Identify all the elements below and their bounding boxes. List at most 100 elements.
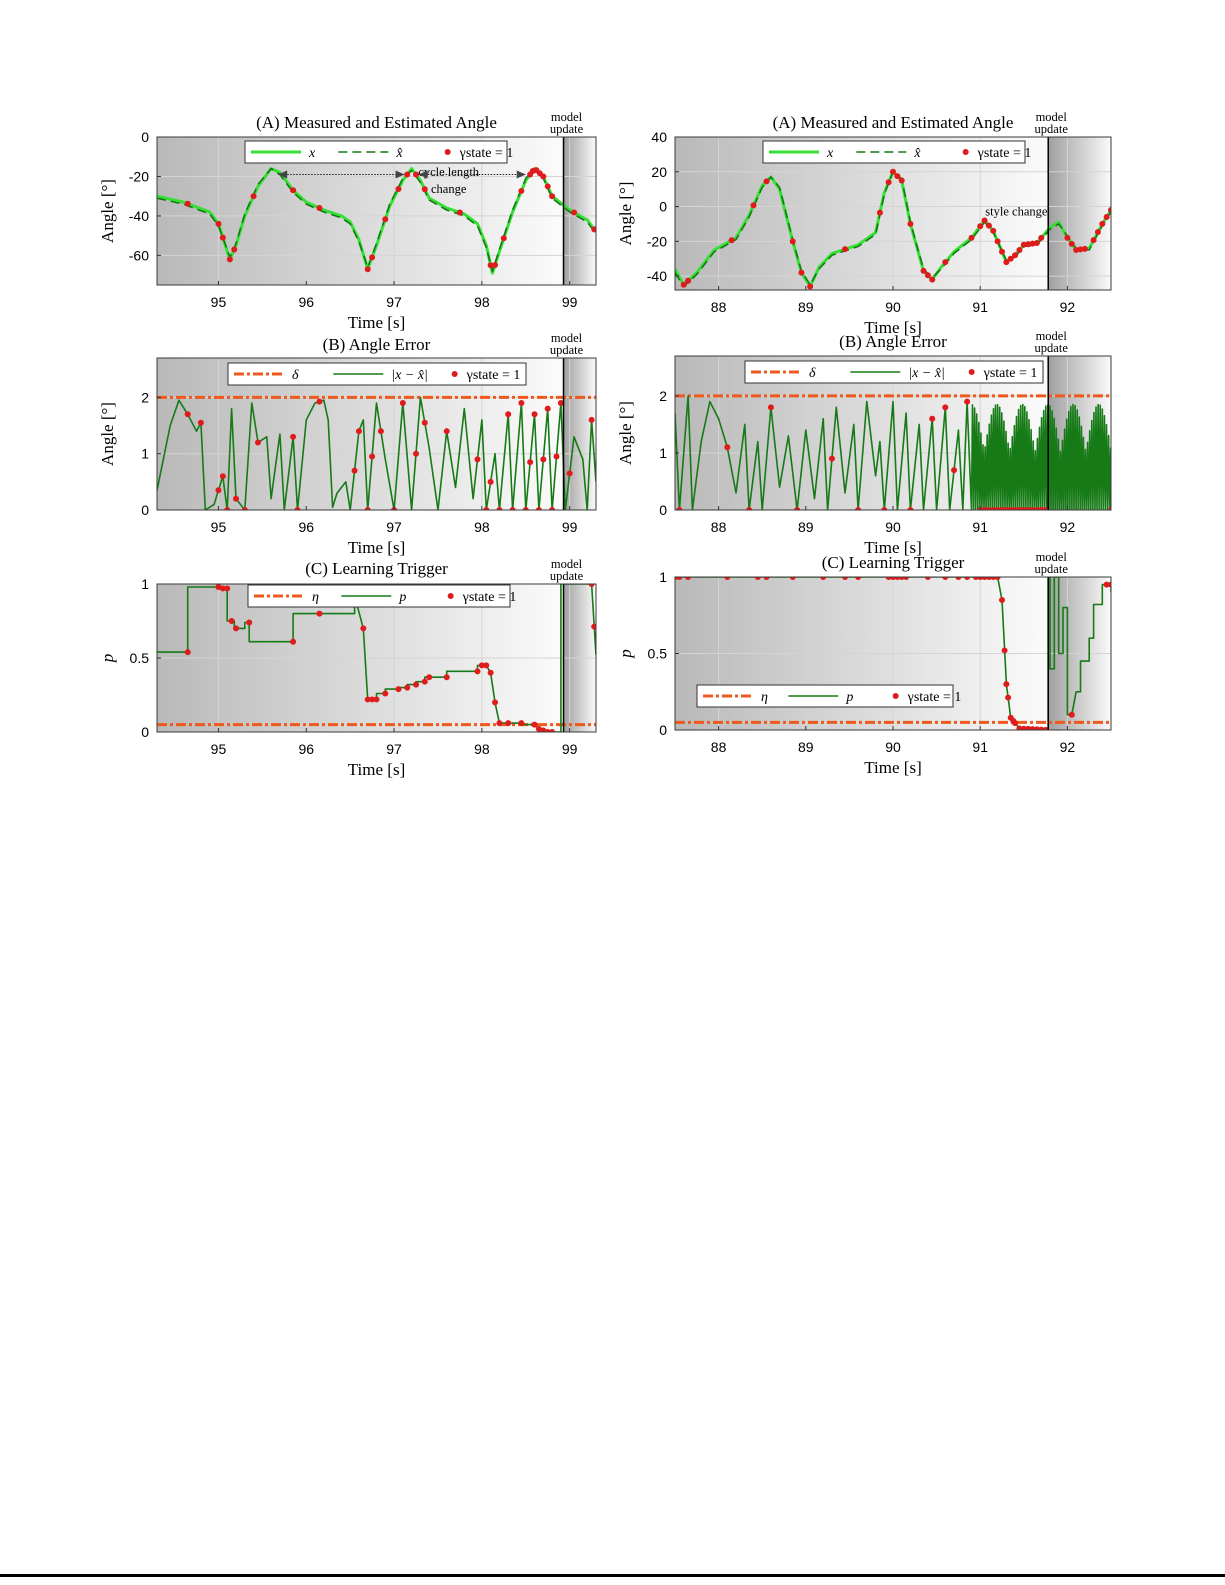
gamma-marker: [985, 222, 992, 229]
gamma-marker: [184, 200, 191, 207]
legend-label: γstate = 1: [459, 146, 514, 161]
gamma-marker: [540, 173, 547, 180]
annotation-text: cycle length: [418, 165, 479, 179]
gamma-marker: [929, 415, 936, 422]
gamma-marker: [820, 577, 827, 580]
legend-marker: [962, 149, 969, 155]
model-update-label: model: [551, 110, 583, 124]
gamma-marker: [404, 171, 411, 178]
gamma-marker: [290, 433, 297, 440]
gamma-marker: [1025, 241, 1032, 248]
gamma-marker: [233, 495, 240, 502]
legend-marker: [451, 371, 458, 377]
gamma-marker: [942, 259, 949, 266]
legend-label: x̂: [913, 146, 921, 161]
legend-label: x̂: [395, 146, 403, 161]
gamma-marker: [685, 277, 692, 284]
gamma-marker: [290, 187, 297, 194]
gamma-marker: [990, 227, 997, 234]
x-axis-label: Time [s]: [864, 758, 921, 777]
gamma-marker: [184, 411, 191, 418]
gamma-marker: [382, 690, 389, 697]
chart-title: (C) Learning Trigger: [822, 553, 965, 572]
y-axis-label: p: [98, 654, 117, 664]
gamma-marker: [999, 248, 1005, 255]
gamma-marker: [724, 577, 731, 580]
legend-box: [244, 140, 508, 164]
legend-label: γstate = 1: [462, 590, 517, 605]
x-tick-label: 91: [972, 519, 988, 535]
gamma-marker: [483, 507, 490, 510]
gamma-marker: [1103, 581, 1110, 588]
legend: η p γstate = 1: [696, 684, 961, 708]
gamma-marker: [540, 456, 547, 463]
gamma-marker: [518, 400, 525, 407]
model-update-label: model: [551, 331, 583, 345]
gamma-marker: [807, 283, 814, 290]
gamma-marker: [1081, 245, 1088, 252]
chart-title: (B) Angle Error: [839, 332, 947, 351]
series-group: [157, 167, 596, 275]
gamma-marker: [924, 577, 931, 580]
gamma-marker: [474, 668, 481, 675]
gamma-marker: [763, 178, 770, 185]
gamma-marker: [794, 507, 801, 510]
series-group: [157, 584, 596, 732]
gamma-marker: [382, 216, 389, 223]
gamma-marker: [1038, 234, 1045, 241]
x-tick-label: 96: [298, 519, 314, 535]
gamma-marker: [1064, 234, 1071, 241]
legend-label: η: [312, 590, 319, 605]
y-axis-label: Angle [°]: [616, 182, 635, 246]
gamma-marker: [404, 684, 411, 691]
gamma-marker: [496, 507, 503, 510]
y-tick-label: 1: [141, 576, 149, 592]
gamma-marker: [443, 674, 450, 681]
gamma-marker: [231, 246, 238, 253]
gamma-marker: [1108, 581, 1111, 588]
gamma-marker: [492, 262, 499, 269]
y-axis-label: Angle [°]: [98, 402, 117, 466]
series-group: [675, 577, 1111, 730]
y-tick-label: 0: [141, 129, 149, 145]
gamma-marker: [219, 234, 226, 241]
gamma-marker: [1068, 711, 1075, 718]
gamma-marker: [557, 400, 564, 407]
y-tick-label: 20: [651, 164, 667, 180]
chart-title: (A) Measured and Estimated Angle: [256, 113, 497, 132]
y-tick-label: 0: [659, 502, 667, 518]
gamma-marker: [487, 478, 494, 485]
y-tick-label: 0: [141, 502, 149, 518]
gamma-marker: [228, 618, 235, 624]
legend-label: η: [761, 690, 768, 705]
gamma-marker: [224, 585, 231, 592]
x-tick-label: 88: [711, 299, 727, 315]
x-axis-label: Time [s]: [348, 760, 405, 779]
x-tick-label: 92: [1060, 299, 1076, 315]
gamma-marker: [1001, 647, 1008, 654]
y-tick-label: 2: [141, 389, 149, 405]
x-tick-label: 98: [474, 294, 490, 310]
gamma-marker: [763, 577, 770, 580]
x-tick-label: 97: [386, 519, 402, 535]
gamma-marker: [1094, 229, 1101, 236]
legend: x x̂ γstate = 1: [244, 140, 514, 164]
gamma-marker: [591, 623, 596, 630]
chart-title: (A) Measured and Estimated Angle: [773, 113, 1014, 132]
gamma-marker: [1068, 240, 1075, 247]
gamma-marker: [413, 171, 420, 178]
gamma-marker: [767, 404, 774, 411]
annotation-text: style change: [985, 205, 1048, 219]
gamma-marker: [316, 610, 323, 617]
x-tick-label: 91: [972, 299, 988, 315]
gamma-marker: [942, 577, 949, 580]
y-tick-label: 1: [141, 446, 149, 462]
x-axis-label: Time [s]: [864, 538, 921, 557]
gamma-marker: [360, 625, 367, 632]
gamma-marker: [522, 507, 529, 510]
y-tick-label: -20: [129, 168, 149, 184]
gamma-marker: [842, 246, 849, 253]
gamma-marker: [588, 416, 595, 423]
gamma-marker: [1012, 252, 1019, 259]
